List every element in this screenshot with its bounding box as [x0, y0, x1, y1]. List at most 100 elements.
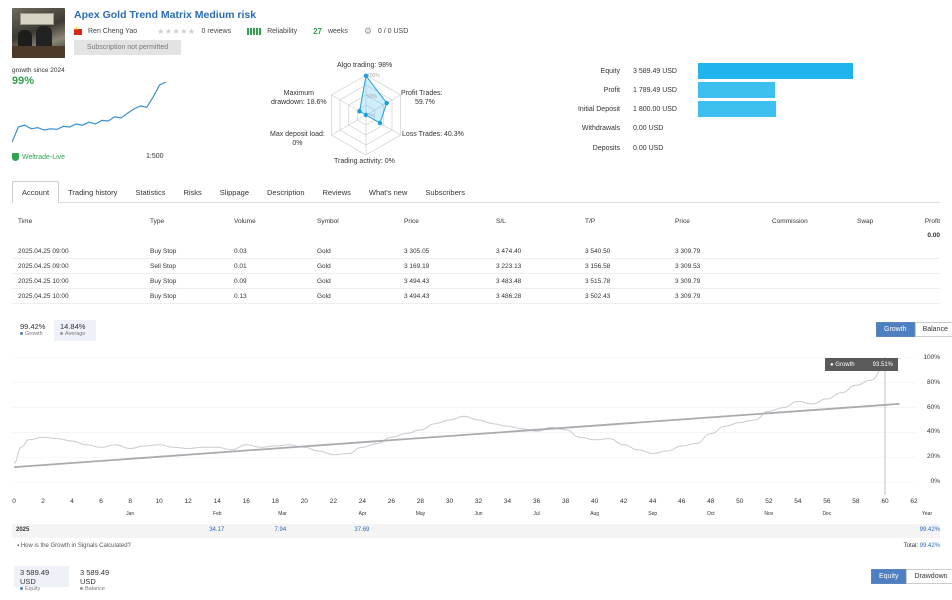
orders-header-cell: Swap [857, 218, 874, 225]
subscribe-button[interactable]: Subscription not permitted [74, 40, 181, 55]
x-tick-label: 14 [213, 498, 221, 505]
growth-value: 99% [12, 75, 35, 87]
year-axis-label: Year [922, 511, 933, 517]
equity-toggle-button[interactable]: Equity [871, 569, 907, 584]
x-tick-label: 18 [271, 498, 279, 505]
sparkline-path [12, 81, 167, 143]
orders-profit-total: 0.00 [927, 232, 940, 239]
radar-algo-label: Algo trading: 98% [337, 62, 393, 69]
reviews-count[interactable]: 0 reviews [201, 28, 232, 35]
y-tick-label: 40% [926, 428, 940, 436]
balance-label: Equity [600, 67, 620, 75]
x-tick-label: 28 [416, 498, 425, 505]
help-icon: ▪ [17, 543, 20, 549]
author-name[interactable]: Ren Cheng Yao [88, 28, 138, 35]
x-tick-label: 30 [445, 498, 454, 505]
orders-header-cell: Price [675, 218, 690, 225]
y-tick-label: 100% [923, 354, 940, 361]
weeks-count: 27 [313, 27, 322, 36]
radar-point [377, 120, 383, 126]
balance-value: 0.00 USD [633, 124, 664, 132]
tab-account[interactable]: Account [12, 181, 60, 203]
month-growth-value: 34.17 [209, 527, 225, 533]
tab-statistics[interactable]: Statistics [135, 187, 166, 197]
radar-point [363, 112, 369, 118]
month-label: Dec [822, 511, 832, 517]
growth-tooltip: ● Growth 93.51% [825, 358, 898, 371]
x-tick-label: 8 [128, 498, 132, 505]
tab-what-s-new[interactable]: What's new [368, 187, 408, 197]
x-tick-label: 58 [852, 498, 860, 505]
table-cell: 3 474.40 [496, 248, 522, 255]
x-tick-label: 36 [532, 498, 541, 505]
growth-toggle-button[interactable]: Growth [876, 322, 915, 337]
tab-description[interactable]: Description [267, 187, 305, 197]
table-row: 2025.04.25 10:00 Buy Stop 0.09 Gold 3 494.43… [12, 274, 940, 289]
month-label: Nov [764, 511, 774, 517]
month-label: Sep [648, 511, 658, 517]
balance-row: Profit 1 789.49 USD [560, 82, 775, 98]
growth-help-link[interactable]: ▪ How is the Growth in Signals Calculate… [17, 543, 131, 549]
table-cell: 3 486.28 [496, 293, 522, 300]
signal-title[interactable]: Apex Gold Trend Matrix Medium risk [74, 9, 257, 21]
orders-header-cell: Time [18, 218, 33, 225]
balance-row: Equity 3 589.49 USD [560, 63, 853, 79]
table-cell: Gold [317, 248, 331, 255]
x-tick-label: 16 [242, 498, 250, 505]
table-cell: 3 309.79 [675, 293, 701, 300]
balance-row: Withdrawals 0.00 USD [560, 120, 698, 136]
x-tick-label: 40 [591, 498, 599, 505]
balance-stat[interactable]: 3 589.49 USD Balance [80, 568, 110, 592]
growth-series-line [13, 358, 900, 464]
x-tick-label: 38 [561, 498, 570, 505]
balance-row: Deposits 0.00 USD [560, 140, 698, 156]
shield-icon [12, 153, 19, 161]
broker-name[interactable]: Weltrade-Live [22, 153, 66, 161]
orders-header-cell: Price [404, 218, 419, 225]
radar-point [363, 73, 369, 78]
month-label: May [415, 511, 426, 517]
balance-bar [698, 101, 776, 117]
equity-stat[interactable]: 3 589.49 USD Equity [14, 566, 69, 592]
broker-link[interactable]: Weltrade-Live [12, 153, 65, 161]
tab-trading-history[interactable]: Trading history [68, 187, 118, 197]
balance-toggle-button[interactable]: Balance [914, 322, 952, 337]
table-cell: Gold [317, 263, 331, 270]
table-cell: 2025.04.25 10:00 [18, 293, 69, 300]
drawdown-toggle-button[interactable]: Drawdown [906, 569, 952, 584]
table-row: 2025.04.25 10:00 Buy Stop 0.13 Gold 3 494.43… [12, 289, 940, 304]
x-tick-label: 2 [41, 498, 45, 505]
tab-reviews[interactable]: Reviews [322, 187, 351, 197]
orders-header-cell: T/P [585, 218, 596, 225]
month-growth-value: 37.69 [354, 527, 370, 533]
tab-subscribers[interactable]: Subscribers [425, 187, 465, 197]
radar-point [357, 109, 362, 114]
rating-stars-icon: ★★★★★ [157, 27, 196, 36]
table-cell: Buy Stop [150, 248, 177, 255]
x-tick-label: 26 [387, 498, 396, 505]
tab-risks[interactable]: Risks [183, 187, 202, 197]
subscribers-value: 0 / 0 USD [377, 28, 409, 35]
subscribers-icon: ⚙ [363, 26, 372, 36]
month-growth-value: 7.94 [274, 527, 287, 533]
table-cell: 3 223.13 [496, 263, 522, 270]
x-tick-label: 42 [620, 498, 628, 505]
average-stat[interactable]: 14.84% Average [54, 320, 96, 341]
tab-slippage[interactable]: Slippage [219, 187, 249, 197]
orders-total-row: 0.00 [12, 230, 940, 244]
table-cell: 2025.04.25 10:00 [18, 278, 69, 285]
x-tick-label: 52 [765, 498, 773, 505]
author-avatar[interactable] [12, 8, 65, 58]
growth-stat[interactable]: 99.42% Growth [20, 322, 46, 337]
balance-bar [698, 82, 775, 98]
y-tick-label: 0% [930, 478, 940, 485]
leverage-value: 1:500 [146, 153, 164, 160]
balance-value: 1 789.49 USD [633, 86, 677, 94]
table-cell: 3 515.78 [585, 278, 611, 285]
balance-value: 1 800.00 USD [633, 105, 677, 113]
x-tick-label: 22 [329, 498, 337, 505]
radar-area [359, 74, 388, 124]
table-cell: 0.01 [234, 263, 247, 270]
y-tick-label: 80% [926, 378, 940, 386]
table-cell: 3 502.43 [585, 293, 611, 300]
